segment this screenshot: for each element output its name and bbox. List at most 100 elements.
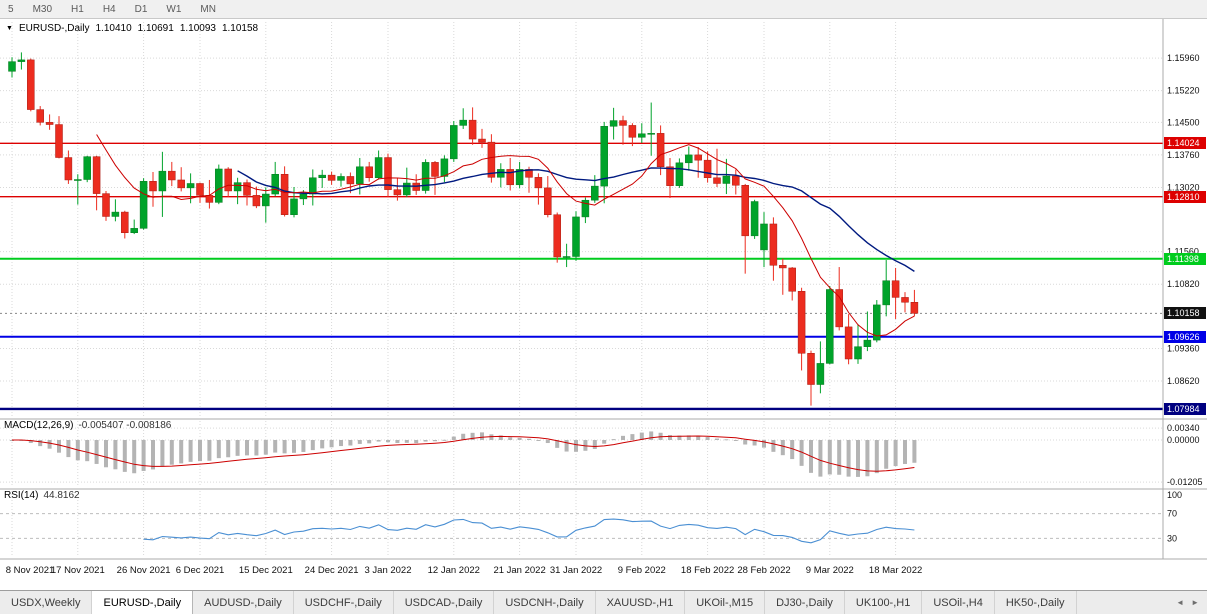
- macd-histogram-bar: [480, 432, 484, 440]
- price-axis-label: 1.13760: [1167, 150, 1200, 160]
- macd-histogram-bar: [292, 440, 296, 453]
- macd-histogram-bar: [724, 439, 729, 441]
- date-axis-label: 3 Jan 2022: [364, 565, 411, 576]
- bull-candle: [647, 133, 655, 135]
- timeframe-button-5[interactable]: 5: [8, 3, 14, 15]
- chart-tab-dj30-daily[interactable]: DJ30-,Daily: [765, 591, 845, 614]
- macd-histogram-bar: [226, 440, 231, 458]
- macd-histogram-bar: [423, 440, 428, 442]
- bull-candle: [374, 157, 383, 179]
- tab-scroll-right-icon[interactable]: ►: [1191, 598, 1199, 607]
- bull-candle: [111, 211, 120, 217]
- bear-candle: [149, 181, 157, 192]
- chart-tab-audusd-daily[interactable]: AUDUSD-,Daily: [193, 591, 294, 614]
- timeframe-button-h1[interactable]: H1: [71, 3, 84, 15]
- timeframe-button-w1[interactable]: W1: [166, 3, 182, 15]
- timeframe-button-mn[interactable]: MN: [200, 3, 216, 15]
- chart-tab-usdcnh-daily[interactable]: USDCNH-,Daily: [494, 591, 596, 614]
- bear-candle: [393, 189, 402, 196]
- bear-candle: [844, 326, 853, 360]
- timeframe-button-d1[interactable]: D1: [134, 3, 148, 15]
- bar-low-value: 1.10093: [179, 23, 216, 34]
- bull-candle: [609, 120, 618, 127]
- macd-histogram-bar: [329, 440, 334, 448]
- bear-candle: [36, 109, 44, 123]
- bear-candle: [205, 195, 214, 203]
- macd-histogram-bar: [564, 440, 569, 452]
- bear-candle: [628, 125, 637, 138]
- chart-dropdown-icon[interactable]: ▼: [6, 24, 13, 32]
- bull-candle: [816, 363, 825, 385]
- bear-candle: [27, 59, 35, 110]
- chart-tab-usdchf-daily[interactable]: USDCHF-,Daily: [293, 591, 394, 614]
- timeframe-toolbar: 5 M30 H1 H4 D1 W1 MN: [0, 0, 1207, 19]
- chart-tab-usoil-h4[interactable]: USOil-,H4: [922, 591, 995, 614]
- timeframe-button-m30[interactable]: M30: [32, 3, 53, 15]
- date-axis-label: 17 Nov 2021: [51, 565, 105, 576]
- bear-candle: [713, 177, 721, 184]
- bear-candle: [64, 157, 73, 181]
- date-axis-label: 18 Feb 2022: [681, 565, 734, 576]
- date-axis-label: 24 Dec 2021: [305, 565, 359, 576]
- macd-histogram-bar: [827, 440, 832, 475]
- bear-candle: [656, 133, 665, 168]
- macd-histogram-bar: [461, 433, 466, 440]
- macd-histogram-bar: [301, 440, 306, 452]
- date-axis-label: 6 Dec 2021: [176, 565, 225, 576]
- bear-candle: [102, 193, 110, 217]
- macd-histogram-bar: [188, 440, 193, 462]
- bear-candle: [694, 154, 702, 161]
- macd-histogram-bar: [28, 440, 33, 443]
- timeframe-button-h4[interactable]: H4: [102, 3, 116, 15]
- fast-ma-line: [96, 134, 915, 337]
- macd-histogram-bar: [649, 431, 654, 440]
- bar-high-value: 1.10691: [137, 23, 174, 34]
- bull-candle: [17, 59, 26, 62]
- bull-candle: [299, 193, 308, 200]
- bear-candle: [196, 183, 204, 196]
- macd-histogram-bar: [94, 440, 99, 464]
- chart-tab-xauusd-h1[interactable]: XAUUSD-,H1: [595, 591, 686, 614]
- bull-candle: [854, 346, 862, 360]
- bear-candle: [506, 169, 514, 186]
- macd-histogram-bar: [752, 440, 757, 446]
- bear-candle: [224, 168, 232, 192]
- bear-candle: [769, 223, 778, 266]
- chart-tab-usdcad-daily[interactable]: USDCAD-,Daily: [393, 591, 495, 614]
- macd-histogram-bar: [743, 440, 748, 445]
- slow-ma-line: [237, 167, 915, 272]
- chart-tab-usdx-weekly[interactable]: USDX,Weekly: [0, 591, 93, 614]
- bear-candle: [797, 291, 806, 354]
- bull-candle: [271, 173, 279, 195]
- bull-candle: [882, 280, 890, 306]
- bear-candle: [468, 119, 477, 140]
- macd-histogram-bar: [874, 440, 879, 474]
- chart-tab-uk100-h1[interactable]: UK100-,H1: [844, 591, 923, 614]
- bear-candle: [121, 211, 129, 234]
- macd-histogram-bar: [442, 439, 447, 441]
- macd-histogram-bar: [47, 440, 52, 449]
- macd-histogram-bar: [696, 435, 701, 440]
- macd-histogram-bar: [790, 440, 795, 460]
- bull-candle: [233, 182, 242, 192]
- price-axis-label: 1.11560: [1167, 247, 1199, 257]
- date-axis-label: 9 Mar 2022: [806, 565, 854, 576]
- macd-histogram-bar: [611, 439, 616, 441]
- bull-candle: [873, 304, 881, 341]
- macd-histogram-bar: [903, 440, 907, 464]
- chart-tab-bar: USDX,Weekly EURUSD-,Daily AUDUSD-,Daily USD…: [0, 590, 1207, 614]
- macd-histogram-bar: [122, 440, 127, 472]
- tab-scroll-left-icon[interactable]: ◄: [1176, 598, 1185, 607]
- chart-tab-eurusd-daily[interactable]: EURUSD-,Daily: [92, 591, 194, 614]
- bull-candle: [262, 193, 270, 207]
- macd-histogram-bar: [169, 440, 174, 465]
- chart-tab-ukoil-m15[interactable]: UKOil-,M15: [685, 591, 766, 614]
- macd-histogram-bar: [132, 440, 137, 474]
- macd-histogram-bar: [592, 440, 597, 449]
- macd-title: MACD(12,26,9): [4, 420, 74, 431]
- bear-candle: [243, 182, 251, 196]
- macd-axis-label: -0.01205: [1167, 477, 1203, 487]
- chart-tab-hk50-daily[interactable]: HK50-,Daily: [994, 591, 1077, 614]
